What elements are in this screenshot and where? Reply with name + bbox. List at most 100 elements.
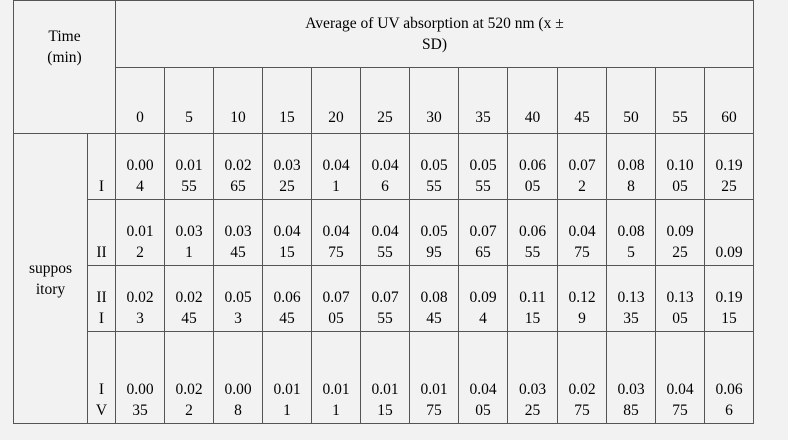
- value-line: 0.10: [666, 157, 694, 174]
- row-label-line: II: [96, 244, 107, 261]
- value-line: 0.07: [371, 289, 399, 306]
- value-line: 5: [627, 244, 635, 261]
- value-line: 0.01: [322, 381, 350, 398]
- value-cell: 0.01 2: [115, 199, 165, 266]
- table-title-cell: Average of UV absorption at 520 nm (x ± …: [115, 0, 754, 68]
- value-line: 0.02: [568, 381, 596, 398]
- row-label-line: II: [96, 289, 107, 306]
- value-line: 0.07: [469, 223, 497, 240]
- value-cell: 0.13 05: [655, 265, 705, 332]
- value-cell: 0.00 35: [115, 331, 165, 424]
- time-header-line2: (min): [47, 49, 82, 66]
- value-line: 0.04: [273, 223, 301, 240]
- value-cell: 0.08 45: [409, 265, 459, 332]
- value-cell: 0.12 9: [557, 265, 607, 332]
- value-line: 0.19: [715, 157, 743, 174]
- value-cell: 0.04 05: [458, 331, 508, 424]
- value-cell: 0.03 25: [507, 331, 558, 424]
- value-line: 0.07: [568, 157, 596, 174]
- value-cell: 0.01 1: [262, 331, 312, 424]
- table-row: suppos itory I 0.00 4 0.01 55 0.02 65 0.03 25 0.04 1…: [13, 133, 754, 424]
- time-header-25: 25: [360, 67, 410, 134]
- value-line: 0.06: [518, 223, 547, 240]
- value-line: 45: [230, 244, 246, 261]
- value-cell: 0.10 05: [655, 133, 705, 200]
- time-header-30: 30: [409, 67, 459, 134]
- time-header-20: 20: [311, 67, 361, 134]
- value-line: 75: [426, 402, 442, 419]
- time-header-5: 5: [164, 67, 214, 134]
- value-line: 45: [181, 310, 197, 327]
- time-header-40: 40: [507, 67, 558, 134]
- table-row: II I 0.02 3 0.02 45 0.05 3 0.06 45 0.07 05 0.07 55 0.0…: [14, 265, 754, 332]
- value-cell: 0.03 25: [262, 133, 312, 200]
- value-line: 0.04: [371, 157, 399, 174]
- value-line: 8: [627, 178, 635, 195]
- value-cell: 0.02 45: [164, 265, 214, 332]
- value-cell: 0.04 1: [311, 133, 361, 200]
- table-row: I V 0.00 35 0.02 2 0.00 8 0.01 1 0.01 1 0.01 15 0.01 75…: [14, 331, 754, 424]
- value-cell: 0.13 35: [606, 265, 656, 332]
- value-line: 0.02: [175, 289, 203, 306]
- value-cell: 0.19 15: [704, 265, 754, 332]
- value-line: 35: [623, 310, 639, 327]
- time-header-0: 0: [115, 67, 165, 134]
- value-line: 75: [672, 402, 688, 419]
- value-line: 0.02: [224, 157, 252, 174]
- value-line: 0.03: [617, 381, 645, 398]
- value-cell: 0.04 75: [655, 331, 705, 424]
- row-label-line: V: [95, 402, 108, 419]
- value-cell: 0.02 3: [115, 265, 165, 332]
- value-line: 45: [426, 310, 442, 327]
- value-line: 0.06: [273, 289, 301, 306]
- value-line: 05: [672, 178, 688, 195]
- value-cell: 0.06 45: [262, 265, 312, 332]
- value-line: 55: [377, 244, 393, 261]
- value-line: 55: [475, 178, 491, 195]
- value-line: 95: [426, 244, 442, 261]
- value-line: 25: [672, 244, 688, 261]
- time-header-15: 15: [262, 67, 312, 134]
- value-line: 0.04: [666, 381, 694, 398]
- value-cell: 0.06 6: [704, 331, 754, 424]
- value-line: 0.05: [420, 223, 448, 240]
- value-line: 0.06: [715, 381, 743, 398]
- value-line: 0.04: [568, 223, 596, 240]
- value-line: 0.00: [126, 381, 154, 398]
- value-line: 0.02: [175, 381, 203, 398]
- value-cell: 0.19 25: [704, 133, 754, 200]
- value-line: 0.03: [175, 223, 203, 240]
- value-line: 0.05: [469, 157, 497, 174]
- value-line: 0.08: [420, 289, 448, 306]
- value-line: 1: [283, 402, 291, 419]
- value-line: 0.01: [175, 157, 203, 174]
- value-cell: 0.02 65: [213, 133, 263, 200]
- value-line: 8: [234, 402, 242, 419]
- value-line: 75: [328, 244, 344, 261]
- value-cell: 0.05 55: [409, 133, 459, 200]
- time-row: 0 5 10 15 20 25 30 35 40 45 50 55 60: [14, 67, 754, 134]
- time-header-line1: Time: [48, 28, 81, 45]
- value-line: 6: [725, 402, 733, 419]
- table-title-line1: Average of UV absorption at 520 nm (x ±: [305, 15, 564, 32]
- value-line: 0.13: [666, 289, 694, 306]
- row-label-cell: II I: [87, 265, 116, 332]
- value-line: 75: [574, 244, 590, 261]
- value-line: 35: [132, 402, 148, 419]
- value-line: 55: [181, 178, 197, 195]
- value-cell: 0.04 75: [311, 199, 361, 266]
- value-cell: 0.07 65: [458, 199, 508, 266]
- value-line: 0.03: [224, 223, 252, 240]
- group-label-line: itory: [35, 280, 66, 298]
- value-cell: 0.04 55: [360, 199, 410, 266]
- value-cell: 0.11 15: [507, 265, 558, 332]
- value-cell: 0.06 55: [507, 199, 558, 266]
- value-cell: 0.05 3: [213, 265, 263, 332]
- value-line: 3: [234, 310, 242, 327]
- value-line: 45: [279, 310, 295, 327]
- value-cell: 0.01 75: [409, 331, 459, 424]
- value-cell: 0.03 85: [606, 331, 656, 424]
- value-line: [706, 221, 753, 242]
- value-line: 0.09: [469, 289, 497, 306]
- time-header-50: 50: [606, 67, 656, 134]
